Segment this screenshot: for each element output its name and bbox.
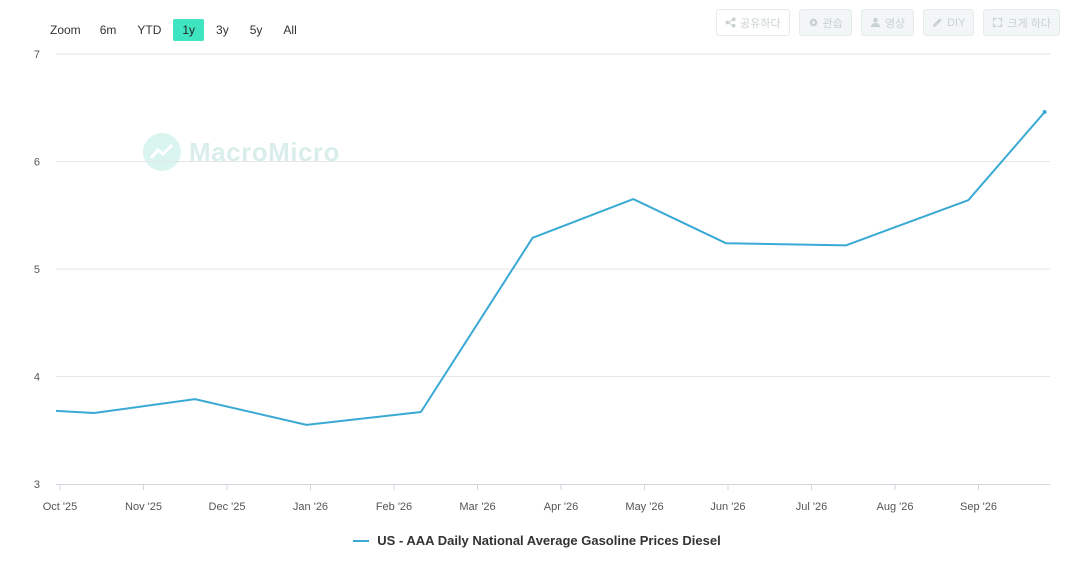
y-tick-label: 7 xyxy=(34,49,40,61)
profile-button-label: 영상 xyxy=(884,17,906,30)
settings-button[interactable]: 관습 xyxy=(798,9,852,36)
x-tick-label: Dec '25 xyxy=(209,501,246,513)
legend-swatch xyxy=(353,539,370,542)
share-icon xyxy=(725,17,736,28)
chart-toolbar: 공유하다 관습 영상 DIY 크게 하다 xyxy=(716,9,1060,36)
x-tick-label: Jan '26 xyxy=(293,501,328,513)
x-tick-label: Oct '25 xyxy=(43,501,78,513)
x-tick-label: Jun '26 xyxy=(710,501,745,513)
y-tick-label: 6 xyxy=(34,157,40,169)
gear-icon xyxy=(809,18,817,27)
zoom-bar: Zoom 6m YTD 1y 3y 5y All xyxy=(50,18,309,42)
share-button[interactable]: 공유하다 xyxy=(716,9,790,36)
diy-button[interactable]: DIY xyxy=(923,9,975,36)
x-tick-label: Jul '26 xyxy=(796,501,827,513)
zoom-all-button[interactable]: All xyxy=(283,23,297,37)
fullscreen-button-label: 크게 하다 xyxy=(1007,17,1051,30)
x-tick-label: Apr '26 xyxy=(544,501,579,513)
x-tick-label: May '26 xyxy=(625,501,663,513)
diy-button-label: DIY xyxy=(947,16,966,29)
y-tick-label: 5 xyxy=(34,264,40,276)
zoom-ytd-button[interactable]: YTD xyxy=(137,23,162,37)
x-tick-label: Nov '25 xyxy=(125,501,162,513)
legend-series-name: US - AAA Daily National Average Gasoline… xyxy=(377,533,721,548)
x-tick-label: Sep '26 xyxy=(960,501,997,513)
macromicro-logo-icon xyxy=(143,133,181,171)
y-tick-label: 4 xyxy=(34,372,40,384)
profile-button[interactable]: 영상 xyxy=(860,9,915,36)
axis-layer: 3 4 5 6 7 Oct '25 Nov '25 Dec '25 Jan '26 Feb '26… xyxy=(34,49,1050,513)
y-tick-label: 3 xyxy=(34,479,40,491)
legend[interactable]: US - AAA Daily National Average Gasoline… xyxy=(0,533,1074,548)
series-layer xyxy=(55,110,1047,426)
grid-layer xyxy=(56,53,1050,377)
zoom-6m-button[interactable]: 6m xyxy=(99,23,117,37)
x-tick-label: Mar '26 xyxy=(459,501,495,513)
x-tick-label: Aug '26 xyxy=(877,501,914,513)
expand-icon xyxy=(993,17,1003,28)
zoom-3y-button[interactable]: 3y xyxy=(216,23,229,37)
series-line xyxy=(55,111,1046,426)
data-point xyxy=(1042,110,1047,115)
x-tick-label: Feb '26 xyxy=(376,501,412,513)
pencil-icon xyxy=(933,18,942,28)
zoom-5y-button[interactable]: 5y xyxy=(249,23,263,37)
share-button-label: 공유하다 xyxy=(740,17,781,30)
user-icon xyxy=(870,17,880,28)
settings-button-label: 관습 xyxy=(822,17,843,30)
fullscreen-button[interactable]: 크게 하다 xyxy=(983,9,1060,36)
zoom-1y-button[interactable]: 1y xyxy=(173,19,205,41)
chart-plot: 3 4 5 6 7 Oct '25 Nov '25 Dec '25 Jan '26 Feb '26… xyxy=(34,49,1050,513)
zoom-label: Zoom xyxy=(50,23,81,37)
